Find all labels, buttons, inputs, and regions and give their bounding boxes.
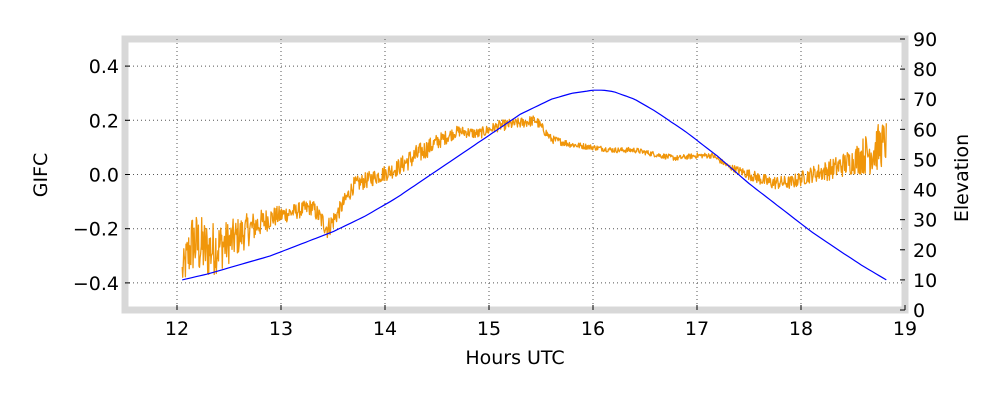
plot-area: [121, 35, 909, 314]
y-right-tick-label: 90: [913, 29, 937, 51]
y-right-tick-label: 10: [913, 270, 937, 292]
x-tick-label: 17: [685, 318, 709, 340]
y-right-tick-label: 70: [913, 89, 937, 111]
y-left-tick-label: −0.4: [73, 273, 119, 295]
x-tick-label: 18: [789, 318, 813, 340]
y-left-tick-label: −0.2: [73, 219, 119, 241]
y-left-tick-label: 0.4: [89, 56, 119, 78]
x-tick-label: 12: [165, 318, 189, 340]
series-layer: [181, 89, 887, 281]
y-left-tick-label: 0.2: [89, 110, 119, 132]
y-left-axis-ticks: −0.4 −0.2 0.0 0.2 0.4: [73, 56, 130, 295]
y-right-axis-title: Elevation: [951, 134, 973, 222]
x-tick-label: 19: [893, 318, 917, 340]
y-left-axis-title: GIFC: [30, 153, 52, 198]
y-right-tick-label: 80: [913, 59, 937, 81]
x-tick-label: 15: [477, 318, 501, 340]
x-axis-ticks: 12 13 14 15 16 17 18 19: [165, 305, 917, 340]
y-left-tick-label: 0.0: [89, 165, 119, 187]
x-tick-label: 14: [373, 318, 397, 340]
y-right-tick-label: 30: [913, 210, 937, 232]
y-right-tick-label: 50: [913, 149, 937, 171]
y-right-tick-label: 60: [913, 119, 937, 141]
x-axis-title: Hours UTC: [465, 347, 564, 369]
x-tick-label: 16: [581, 318, 605, 340]
y-right-tick-label: 40: [913, 180, 937, 202]
elevation-series-line: [182, 89, 887, 281]
y-right-tick-label: 0: [913, 300, 925, 322]
x-tick-label: 13: [269, 318, 293, 340]
y-right-axis-ticks: 0 10 20 30 40 50 60 70 80 90: [900, 29, 937, 322]
gifc-series-line: [181, 115, 887, 278]
y-right-tick-label: 20: [913, 240, 937, 262]
